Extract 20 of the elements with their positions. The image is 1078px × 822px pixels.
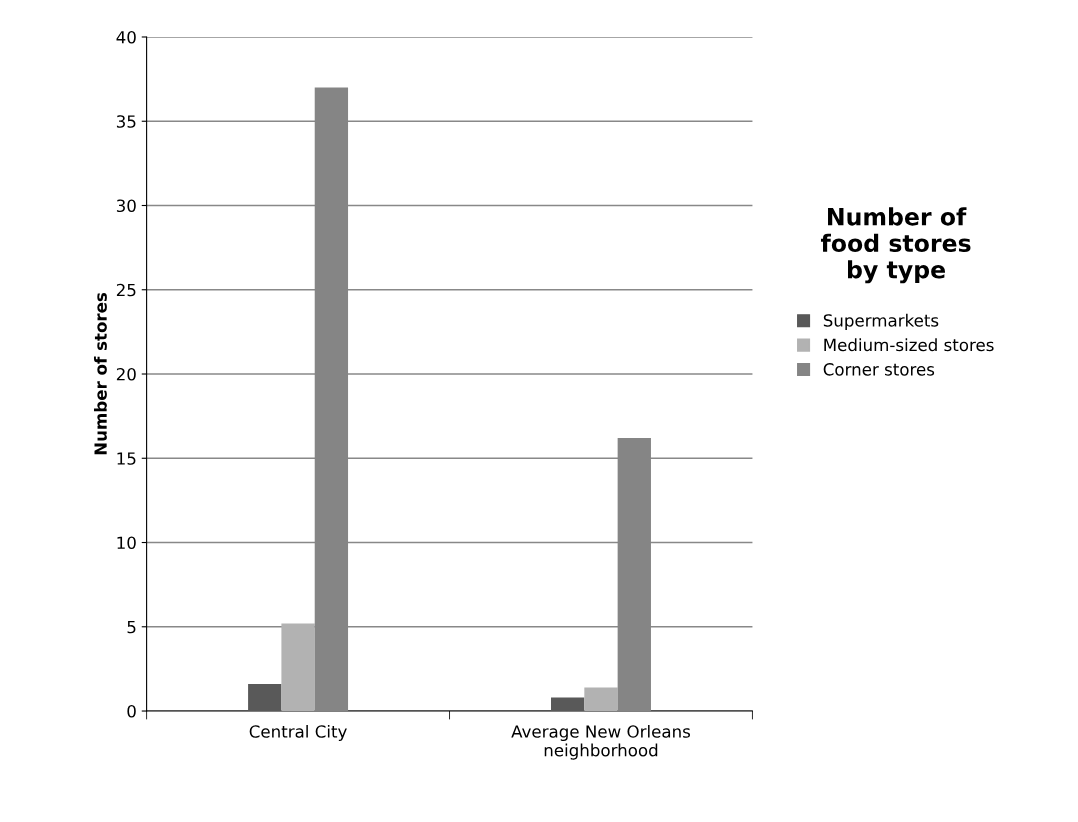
x-tick-label: Average New Orleans neighborhood <box>511 724 691 760</box>
y-tick-label: 35 <box>116 115 136 128</box>
legend-label: Supermarkets <box>823 313 939 330</box>
bar <box>551 697 585 712</box>
y-tick-label: 30 <box>116 199 136 213</box>
y-tick-label: 0 <box>127 704 136 718</box>
legend-title: Number of food stores by type <box>820 207 971 284</box>
legend-label: Corner stores <box>823 363 935 376</box>
x-tick-label: Central City <box>249 724 347 742</box>
y-tick-label: 40 <box>116 30 136 44</box>
y-tick-label: 5 <box>127 620 136 634</box>
y-tick-label: 15 <box>117 452 136 465</box>
y-axis-title: Number of stores <box>93 292 107 455</box>
bar <box>281 623 315 712</box>
y-tick-label: 25 <box>116 283 136 297</box>
legend-label: Medium-sized stores <box>824 338 994 352</box>
bar <box>584 687 618 712</box>
y-tick-label: 20 <box>116 367 136 381</box>
y-tick-label: 10 <box>117 536 136 550</box>
bar <box>248 684 282 712</box>
